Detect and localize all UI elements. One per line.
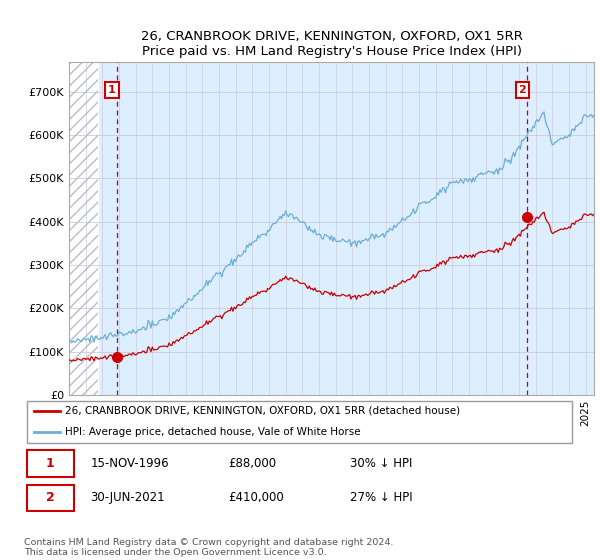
Text: 2: 2	[46, 491, 55, 505]
Text: 30-JUN-2021: 30-JUN-2021	[90, 491, 165, 505]
Text: £410,000: £410,000	[228, 491, 284, 505]
Text: Contains HM Land Registry data © Crown copyright and database right 2024.
This d: Contains HM Land Registry data © Crown c…	[24, 538, 394, 557]
Text: 26, CRANBROOK DRIVE, KENNINGTON, OXFORD, OX1 5RR (detached house): 26, CRANBROOK DRIVE, KENNINGTON, OXFORD,…	[65, 406, 461, 416]
FancyBboxPatch shape	[27, 484, 74, 511]
Text: 1: 1	[46, 457, 55, 470]
Text: 1: 1	[108, 85, 116, 95]
FancyBboxPatch shape	[27, 450, 74, 477]
Text: £88,000: £88,000	[228, 457, 277, 470]
Bar	[69, 62, 98, 395]
Title: 26, CRANBROOK DRIVE, KENNINGTON, OXFORD, OX1 5RR
Price paid vs. HM Land Registry: 26, CRANBROOK DRIVE, KENNINGTON, OXFORD,…	[140, 30, 523, 58]
Text: 27% ↓ HPI: 27% ↓ HPI	[350, 491, 412, 505]
FancyBboxPatch shape	[27, 401, 572, 444]
Bar	[69, 62, 98, 395]
Text: 15-NOV-1996: 15-NOV-1996	[90, 457, 169, 470]
Text: HPI: Average price, detached house, Vale of White Horse: HPI: Average price, detached house, Vale…	[65, 427, 361, 437]
Text: 30% ↓ HPI: 30% ↓ HPI	[350, 457, 412, 470]
Text: 2: 2	[518, 85, 526, 95]
